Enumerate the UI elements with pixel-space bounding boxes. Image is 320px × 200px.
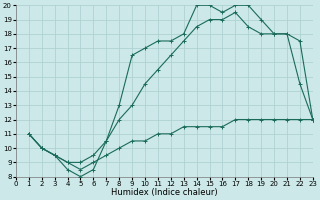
X-axis label: Humidex (Indice chaleur): Humidex (Indice chaleur) [111, 188, 218, 197]
